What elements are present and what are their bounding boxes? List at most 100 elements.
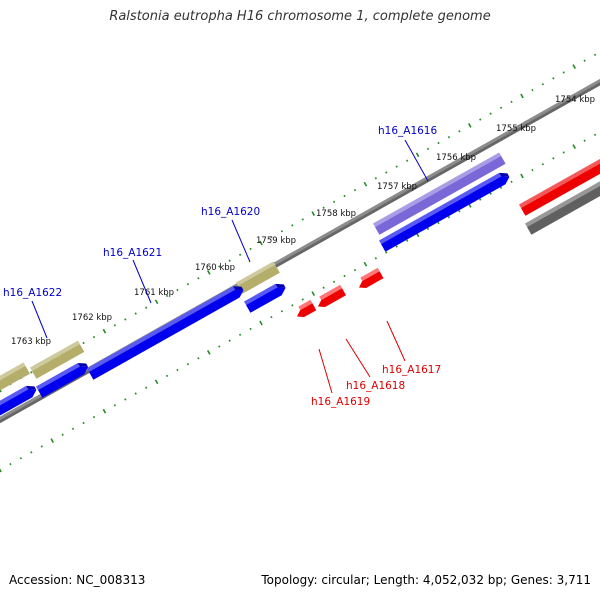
feature-right-red-top bbox=[519, 159, 600, 208]
lower-tick bbox=[238, 333, 242, 336]
upper-tick bbox=[102, 328, 107, 334]
lower-tick bbox=[447, 215, 451, 219]
upper-tick bbox=[311, 211, 315, 216]
upper-tick bbox=[583, 59, 586, 62]
feature-forward-arrow-1-body bbox=[381, 176, 510, 252]
lower-tick bbox=[134, 392, 137, 395]
feature-forward-arrow-2-top bbox=[244, 283, 278, 305]
lower-tick bbox=[102, 408, 107, 414]
lower-tick bbox=[458, 210, 461, 213]
gene-label: h16_A1622 bbox=[3, 287, 62, 299]
tick-label: 1761 kbp bbox=[134, 288, 174, 298]
feature-forward-arrow-3 bbox=[87, 286, 244, 380]
gene-label: h16_A1618 bbox=[346, 380, 405, 392]
lower-tick bbox=[395, 245, 398, 248]
gene-leader-line bbox=[404, 139, 429, 182]
gene-label: h16_A1619 bbox=[311, 396, 370, 408]
lower-tick bbox=[437, 221, 440, 225]
upper-tick bbox=[395, 165, 398, 168]
lower-tick bbox=[531, 168, 534, 172]
upper-tick bbox=[124, 318, 127, 321]
tick-label: 1759 kbp bbox=[256, 236, 296, 246]
gene-leader-line bbox=[31, 300, 48, 339]
lower-tick bbox=[40, 445, 43, 448]
upper-tick bbox=[113, 324, 116, 327]
lower-tick bbox=[92, 415, 96, 419]
upper-tick bbox=[82, 341, 85, 345]
feature-forward-arrow-4-body bbox=[38, 366, 89, 398]
upper-tick bbox=[165, 294, 169, 298]
upper-tick bbox=[134, 312, 137, 315]
upper-tick bbox=[363, 181, 368, 187]
feature-right-red-body bbox=[521, 163, 600, 216]
gene-label: h16_A1620 bbox=[201, 206, 260, 218]
lower-tick bbox=[322, 286, 325, 289]
lower-tick bbox=[176, 368, 179, 372]
upper-tick bbox=[207, 270, 211, 275]
lower-tick bbox=[552, 157, 555, 160]
upper-tick bbox=[458, 130, 461, 133]
tick-label: 1762 kbp bbox=[72, 313, 112, 323]
lower-tick bbox=[50, 438, 54, 443]
lower-tick bbox=[249, 327, 252, 331]
feature-left-box-top bbox=[0, 362, 26, 381]
tick-label: 1756 kbp bbox=[436, 153, 476, 163]
upper-tick bbox=[343, 194, 346, 198]
feature-right-grey-top bbox=[525, 181, 600, 227]
lower-tick bbox=[0, 468, 2, 473]
lower-tick bbox=[124, 398, 127, 401]
lower-tick bbox=[145, 386, 148, 389]
feature-forward-arrow-5-top bbox=[0, 385, 29, 406]
feature-h16-A1620 bbox=[236, 261, 280, 294]
feature-forward-arrow-3-top bbox=[87, 286, 236, 372]
feature-right-grey-body bbox=[527, 185, 600, 235]
upper-tick bbox=[385, 171, 388, 174]
upper-tick bbox=[322, 206, 325, 209]
feature-forward-arrow-2-side bbox=[275, 283, 286, 288]
gene-label: h16_A1621 bbox=[103, 247, 162, 259]
upper-tick bbox=[332, 200, 336, 204]
upper-tick bbox=[479, 118, 482, 121]
upper-tick bbox=[510, 100, 513, 104]
upper-tick bbox=[531, 88, 534, 92]
lower-tick bbox=[82, 421, 85, 425]
lower-tick bbox=[9, 462, 12, 466]
feature-left-box-body bbox=[0, 365, 30, 391]
upper-tick bbox=[176, 288, 179, 292]
lower-tick bbox=[270, 315, 273, 319]
lower-tick bbox=[353, 268, 357, 272]
lower-tick bbox=[19, 457, 23, 460]
lower-tick bbox=[572, 144, 576, 149]
feature-h16-A1616 bbox=[373, 152, 506, 235]
feature-h16-A1617-top bbox=[360, 267, 380, 282]
upper-tick bbox=[447, 135, 451, 139]
feature-forward-arrow-1 bbox=[379, 172, 510, 252]
upper-tick bbox=[374, 177, 377, 180]
upper-tick bbox=[353, 188, 357, 192]
feature-h16-A1617-body bbox=[359, 271, 384, 288]
gene-leader-line bbox=[386, 320, 406, 362]
tick-label: 1763 kbp bbox=[11, 337, 51, 347]
upper-tick bbox=[520, 93, 524, 99]
lower-tick bbox=[593, 133, 597, 137]
lower-tick bbox=[311, 291, 315, 296]
upper-tick bbox=[92, 335, 96, 339]
feature-forward-arrow-4 bbox=[36, 363, 89, 398]
upper-tick bbox=[499, 106, 503, 109]
upper-tick bbox=[426, 147, 430, 151]
lower-tick bbox=[61, 433, 64, 436]
feature-forward-arrow-4-top bbox=[36, 363, 80, 390]
feature-h16-A1616-body bbox=[375, 155, 506, 235]
upper-tick bbox=[218, 265, 221, 268]
feature-h16-A1622-top bbox=[30, 340, 80, 371]
feature-forward-arrow-3-body bbox=[89, 289, 244, 380]
lower-tick bbox=[165, 374, 169, 378]
lower-tick bbox=[426, 227, 430, 231]
gene-label: h16_A1616 bbox=[378, 125, 437, 137]
upper-tick bbox=[489, 112, 492, 115]
upper-tick bbox=[186, 282, 190, 286]
feature-h16-A1618 bbox=[318, 284, 346, 307]
tick-label: 1760 kbp bbox=[195, 263, 235, 273]
lower-tick bbox=[479, 198, 482, 201]
